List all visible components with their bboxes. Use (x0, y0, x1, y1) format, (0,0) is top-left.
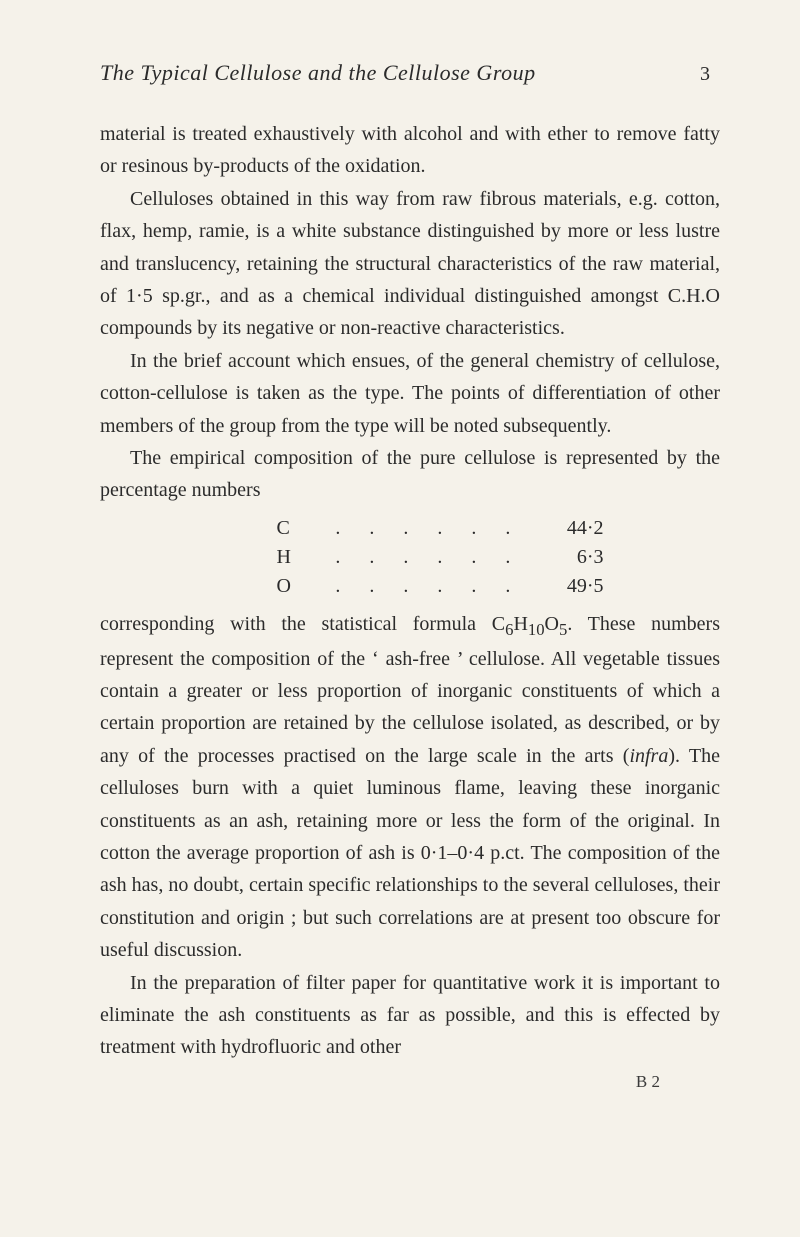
table-row: O. . . . . .49·5 (176, 573, 643, 600)
p5-sub2: 10 (528, 620, 545, 639)
composition-table: C. . . . . .44·2H. . . . . .6·3O. . . . … (174, 513, 645, 602)
value-cell: 49·5 (561, 573, 644, 600)
paragraph-3: In the brief account which ensues, of th… (100, 345, 720, 442)
value-cell: 44·2 (561, 515, 644, 542)
signature-mark: B 2 (100, 1072, 720, 1092)
p5-ital: infra (629, 745, 668, 767)
element-cell: C (176, 515, 296, 542)
paragraph-6: In the preparation of filter paper for q… (100, 967, 720, 1064)
paragraph-4: The empirical composition of the pure ce… (100, 442, 720, 507)
p5-e: ). The celluloses burn with a quiet lumi… (100, 745, 720, 961)
paragraph-5: corresponding with the statistical formu… (100, 608, 720, 967)
running-title: The Typical Cellulose and the Cellulose … (100, 60, 536, 86)
p5-a: corresponding with the statistical formu… (100, 613, 505, 635)
page-number: 3 (700, 63, 710, 86)
paragraph-2: Celluloses obtained in this way from raw… (100, 183, 720, 345)
paragraph-1: material is treated exhaustively with al… (100, 118, 720, 183)
element-cell: H (176, 544, 296, 571)
table-row: H. . . . . .6·3 (176, 544, 643, 571)
dots-cell: . . . . . . (299, 573, 559, 600)
table-row: C. . . . . .44·2 (176, 515, 643, 542)
dots-cell: . . . . . . (299, 544, 559, 571)
p5-d: . These numbers represent the compositio… (100, 613, 720, 767)
running-header: The Typical Cellulose and the Cellulose … (100, 60, 720, 86)
p5-c: O (545, 613, 559, 635)
value-cell: 6·3 (561, 544, 644, 571)
p5-b: H (513, 613, 527, 635)
dots-cell: . . . . . . (299, 515, 559, 542)
element-cell: O (176, 573, 296, 600)
